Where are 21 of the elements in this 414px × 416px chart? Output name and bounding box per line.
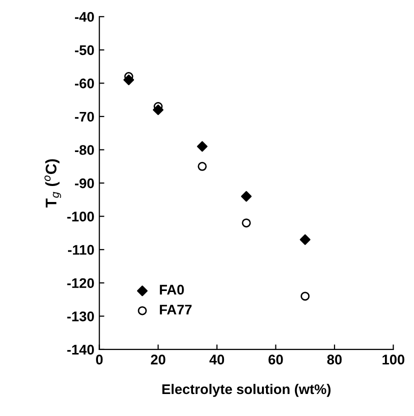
y-tick-label: -90 [74,178,94,188]
x-tick-label: 40 [209,354,224,365]
y-tick-label: -120 [67,278,94,288]
x-tick-label: 100 [382,354,404,365]
y-tick-label: -60 [74,78,94,88]
x-tick-label: 0 [96,354,103,365]
y-tick-label: -50 [74,45,94,56]
x-axis-title: Electrolyte solution (wt%) [162,384,331,397]
legend-label: FA77 [160,304,192,314]
y-tick-label: -140 [67,344,94,355]
y-tick-label: -110 [68,244,94,255]
y-tick-label: -40 [74,12,94,22]
x-tick-label: 20 [150,354,166,365]
legend-label: FA0 [160,284,184,295]
y-axis-title: T$_{g}$ ($^{o}$C) [44,159,62,208]
x-tick-label: 60 [268,354,283,365]
y-tick-label: -100 [67,212,94,222]
y-tick-label: -70 [74,112,94,122]
y-tick-label: -130 [67,311,94,322]
y-tick-label: -80 [74,145,94,155]
x-tick-label: 80 [327,354,342,365]
